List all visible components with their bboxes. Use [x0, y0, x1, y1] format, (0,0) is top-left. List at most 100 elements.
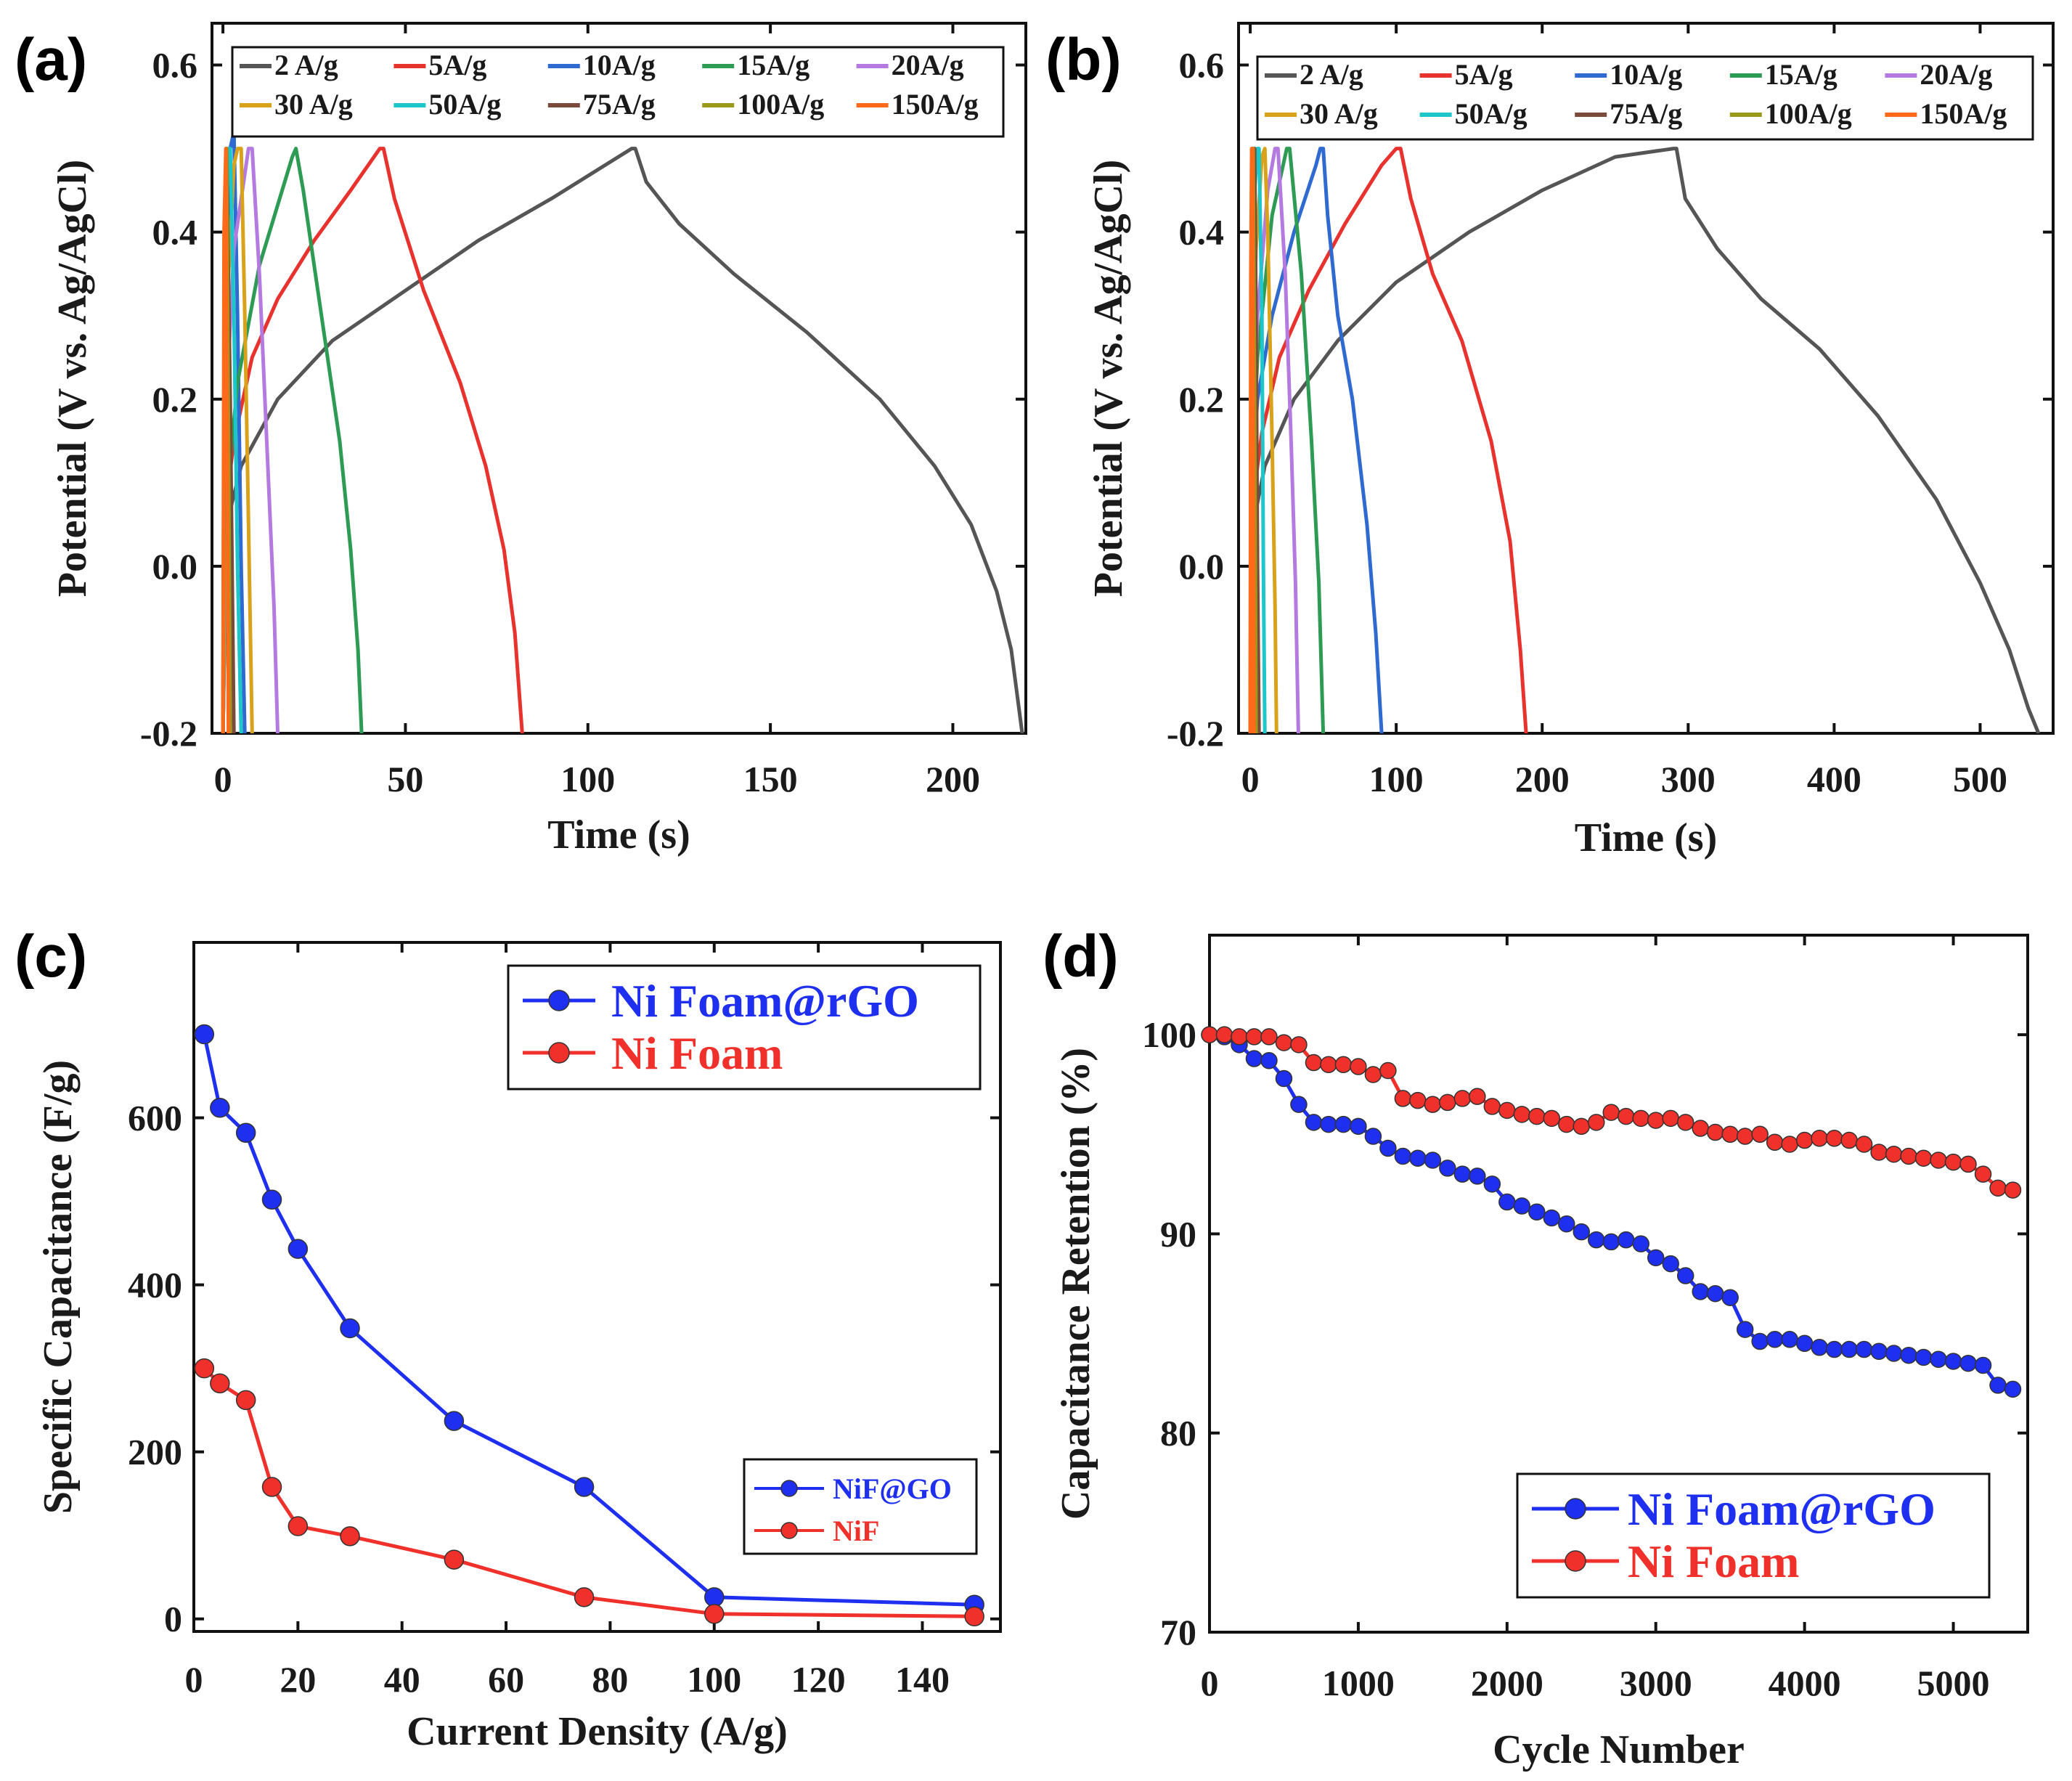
plot-frame — [192, 941, 1002, 1633]
data-point — [1989, 1377, 2007, 1394]
data-point — [1781, 1136, 1798, 1153]
data-point — [1290, 1036, 1308, 1053]
legend-box — [507, 964, 982, 1091]
data-point — [1662, 1255, 1679, 1273]
series-line-ni-foam-rgo — [202, 1033, 975, 1607]
data-point — [1588, 1114, 1605, 1131]
x-tick-label: 300 — [1661, 759, 1716, 799]
y-tick-label: 400 — [128, 1265, 182, 1305]
series-line-10a-g — [1248, 147, 1384, 733]
data-point — [1721, 1125, 1739, 1144]
y-tick-label: 0.2 — [1179, 379, 1225, 420]
data-point — [1290, 1096, 1308, 1113]
data-point — [1305, 1114, 1323, 1131]
x-axis-label: Time (s) — [547, 812, 690, 857]
inset-legend-marker — [780, 1480, 798, 1497]
x-tick-label: 500 — [1953, 759, 2007, 799]
series-line-150a-g — [221, 147, 231, 733]
legend-entry-label: 75A/g — [583, 88, 656, 121]
data-point — [1394, 1090, 1412, 1107]
data-point — [1676, 1114, 1694, 1131]
legend-entry-label: Ni Foam@rGO — [611, 975, 919, 1027]
data-point — [1617, 1231, 1635, 1249]
data-point — [1959, 1354, 1977, 1372]
x-tick-label: 0 — [214, 759, 232, 799]
data-point — [1602, 1233, 1620, 1251]
data-point — [1588, 1231, 1605, 1249]
data-point — [1483, 1098, 1501, 1115]
data-point — [1795, 1131, 1814, 1149]
y-tick-label: 0.4 — [1179, 212, 1225, 253]
data-point — [1305, 1053, 1323, 1072]
data-point — [235, 1390, 256, 1411]
data-point — [1513, 1106, 1531, 1123]
panel-label: (b) — [1045, 27, 1122, 93]
data-point — [1840, 1340, 1858, 1358]
data-point — [1573, 1223, 1591, 1241]
data-point — [287, 1239, 309, 1259]
data-point — [1676, 1267, 1694, 1284]
data-point — [1543, 1209, 1561, 1227]
x-tick-label: 40 — [384, 1659, 420, 1700]
data-point — [1974, 1165, 1992, 1183]
series-line-2-a-g — [221, 147, 1024, 733]
y-tick-label: -0.2 — [1167, 713, 1224, 754]
panel-label: (a) — [15, 27, 87, 93]
legend-entry-label: 50A/g — [428, 88, 501, 121]
data-point — [1215, 1026, 1233, 1043]
y-axis-label: Specific Capacitance (F/g) — [36, 1060, 81, 1514]
legend-entry-label: 2 A/g — [1300, 58, 1363, 91]
data-point — [1751, 1125, 1769, 1144]
data-point — [261, 1477, 282, 1497]
data-point — [1379, 1139, 1397, 1157]
y-axis-label: Potential (V vs. Ag/AgCl) — [1086, 160, 1131, 598]
data-point — [1469, 1167, 1486, 1185]
plot-frame — [211, 22, 1027, 735]
x-tick-label: 80 — [592, 1659, 628, 1700]
data-point — [1766, 1331, 1784, 1348]
legend-marker — [548, 990, 570, 1011]
series-line-5a-g — [221, 147, 524, 733]
data-point — [574, 1587, 595, 1607]
data-point — [1751, 1332, 1769, 1350]
legend-marker — [1565, 1550, 1586, 1572]
legend-entry-label: 150A/g — [1920, 97, 2007, 130]
data-point — [1736, 1128, 1754, 1145]
data-point — [1930, 1350, 1947, 1368]
legend-entry-label: 30 A/g — [1300, 97, 1378, 130]
x-tick-label: 4000 — [1769, 1663, 1841, 1703]
legend-entry-label: 10A/g — [1610, 58, 1682, 91]
legend-marker — [548, 1042, 570, 1064]
series-line-ni-foam-rgo — [1210, 1032, 2014, 1391]
y-tick-label: 0.4 — [152, 212, 198, 253]
data-point — [1989, 1179, 2007, 1197]
data-point — [1885, 1145, 1903, 1163]
data-point — [1647, 1249, 1665, 1267]
data-point — [1260, 1028, 1278, 1046]
data-point — [1424, 1096, 1442, 1113]
data-point — [1350, 1058, 1367, 1075]
data-point — [704, 1587, 725, 1607]
y-tick-label: 90 — [1160, 1213, 1196, 1254]
data-point — [1483, 1175, 1501, 1193]
y-tick-label: -0.2 — [140, 713, 197, 754]
panel-b: (b) -0.2 0.0 0.2 0.4 0.6 0 100 200 300 400 500 Time … — [1045, 22, 2055, 860]
data-point — [1900, 1147, 1917, 1165]
x-tick-label: 0 — [1201, 1663, 1219, 1703]
data-point — [1602, 1104, 1620, 1121]
y-tick-label: 0 — [164, 1599, 182, 1639]
data-point — [1721, 1289, 1739, 1306]
data-point — [194, 1024, 215, 1045]
data-point — [1245, 1028, 1263, 1046]
data-point — [1453, 1165, 1472, 1183]
legend-entry-label: 15A/g — [737, 49, 809, 81]
data-point — [1825, 1130, 1843, 1147]
data-point — [1245, 1050, 1263, 1067]
legend-entry-label: 10A/g — [583, 49, 656, 81]
data-point — [1260, 1052, 1278, 1069]
legend-entry-label: 2 A/g — [274, 49, 338, 81]
inset-legend-marker — [780, 1522, 798, 1539]
data-point — [1930, 1152, 1947, 1169]
legend-entry-label: 75A/g — [1610, 97, 1682, 130]
